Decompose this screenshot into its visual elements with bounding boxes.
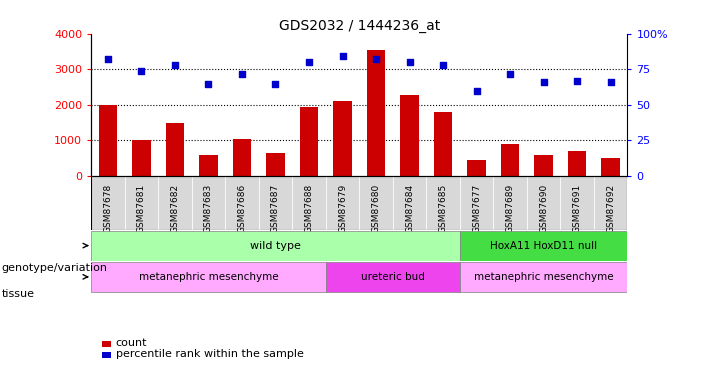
Bar bbox=[393, 176, 426, 230]
Bar bbox=[326, 176, 359, 230]
Point bbox=[538, 79, 549, 85]
Bar bbox=[91, 176, 125, 230]
Bar bbox=[534, 154, 553, 176]
Bar bbox=[333, 101, 352, 176]
Text: GSM87682: GSM87682 bbox=[170, 184, 179, 233]
Bar bbox=[165, 123, 184, 176]
Text: GSM87687: GSM87687 bbox=[271, 184, 280, 233]
Text: GSM87688: GSM87688 bbox=[304, 184, 313, 233]
Point bbox=[203, 81, 214, 87]
Text: GSM87692: GSM87692 bbox=[606, 184, 615, 233]
Bar bbox=[460, 176, 494, 230]
Point bbox=[370, 56, 381, 62]
Bar bbox=[468, 160, 486, 176]
Text: GSM87683: GSM87683 bbox=[204, 184, 213, 233]
Point bbox=[404, 59, 415, 65]
Bar bbox=[359, 176, 393, 230]
Point bbox=[337, 54, 348, 60]
Text: GSM87677: GSM87677 bbox=[472, 184, 481, 233]
Text: genotype/variation: genotype/variation bbox=[1, 263, 107, 273]
Text: GSM87686: GSM87686 bbox=[238, 184, 247, 233]
Bar bbox=[460, 262, 627, 292]
Bar bbox=[233, 139, 251, 176]
Bar bbox=[99, 105, 117, 176]
Bar bbox=[426, 176, 460, 230]
Bar bbox=[434, 112, 452, 176]
Text: GSM87689: GSM87689 bbox=[505, 184, 515, 233]
Text: metanephric mesenchyme: metanephric mesenchyme bbox=[139, 272, 278, 282]
Bar bbox=[199, 154, 217, 176]
Bar bbox=[259, 176, 292, 230]
Text: GSM87680: GSM87680 bbox=[372, 184, 381, 233]
Bar bbox=[501, 144, 519, 176]
Bar bbox=[527, 176, 560, 230]
Point bbox=[505, 70, 516, 76]
Text: GSM87681: GSM87681 bbox=[137, 184, 146, 233]
Point bbox=[571, 78, 583, 84]
Bar bbox=[560, 176, 594, 230]
Bar bbox=[494, 176, 527, 230]
Bar bbox=[91, 262, 326, 292]
Text: wild type: wild type bbox=[250, 241, 301, 250]
Bar bbox=[601, 158, 620, 176]
Bar bbox=[292, 176, 326, 230]
Bar bbox=[367, 50, 386, 176]
Bar bbox=[594, 176, 627, 230]
Bar bbox=[91, 231, 460, 261]
Bar bbox=[225, 176, 259, 230]
Text: GSM87685: GSM87685 bbox=[439, 184, 447, 233]
Text: GSM87684: GSM87684 bbox=[405, 184, 414, 233]
Text: GSM87690: GSM87690 bbox=[539, 184, 548, 233]
Point bbox=[102, 56, 114, 62]
Text: GSM87679: GSM87679 bbox=[338, 184, 347, 233]
Bar bbox=[132, 140, 151, 176]
Bar bbox=[191, 176, 225, 230]
Text: GSM87678: GSM87678 bbox=[103, 184, 112, 233]
Point bbox=[304, 59, 315, 65]
Text: HoxA11 HoxD11 null: HoxA11 HoxD11 null bbox=[490, 241, 597, 250]
Title: GDS2032 / 1444236_at: GDS2032 / 1444236_at bbox=[278, 19, 440, 33]
Bar bbox=[300, 106, 318, 176]
Bar bbox=[326, 262, 460, 292]
Bar bbox=[568, 151, 586, 176]
Point bbox=[270, 81, 281, 87]
Bar bbox=[460, 231, 627, 261]
Bar bbox=[158, 176, 191, 230]
Point bbox=[170, 62, 181, 68]
Text: GSM87691: GSM87691 bbox=[573, 184, 582, 233]
Bar bbox=[125, 176, 158, 230]
Point bbox=[605, 79, 616, 85]
Point bbox=[437, 62, 449, 68]
Text: tissue: tissue bbox=[1, 290, 34, 299]
Text: metanephric mesenchyme: metanephric mesenchyme bbox=[474, 272, 613, 282]
Text: ureteric bud: ureteric bud bbox=[361, 272, 425, 282]
Text: count: count bbox=[116, 338, 147, 348]
Bar bbox=[266, 153, 285, 176]
Text: percentile rank within the sample: percentile rank within the sample bbox=[116, 350, 304, 359]
Bar bbox=[400, 95, 418, 176]
Point bbox=[236, 70, 247, 76]
Point bbox=[471, 88, 482, 94]
Point bbox=[136, 68, 147, 74]
